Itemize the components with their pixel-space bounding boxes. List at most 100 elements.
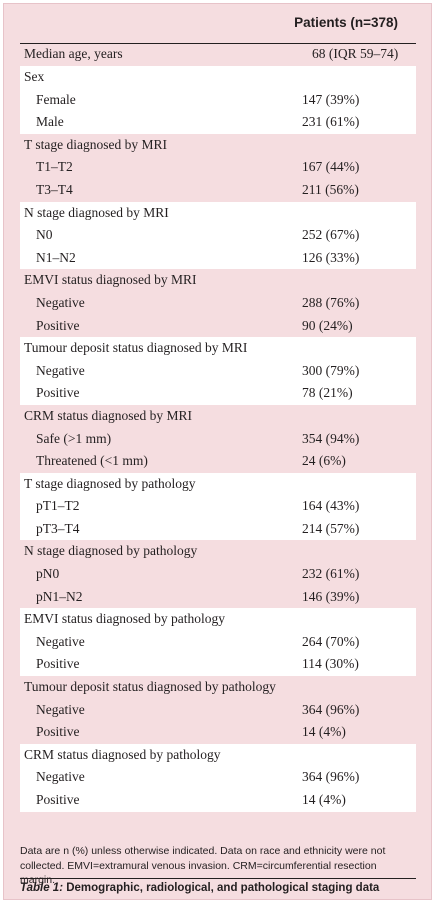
table-row: pT3–T4 214 (57%) (20, 518, 416, 541)
table-row: Positive 14 (4%) (20, 789, 416, 812)
table-row: T1–T2 167 (44%) (20, 156, 416, 179)
table-row: N stage diagnosed by pathology (20, 540, 416, 563)
table-row: Tumour deposit status diagnosed by MRI (20, 337, 416, 360)
row-label: Negative (36, 701, 85, 717)
caption-rule (20, 878, 416, 879)
table-row: T stage diagnosed by pathology (20, 473, 416, 496)
table-row: pN0 232 (61%) (20, 563, 416, 586)
table-row: CRM status diagnosed by pathology (20, 744, 416, 767)
row-label: N0 (36, 227, 53, 243)
row-label: N stage diagnosed by MRI (24, 204, 169, 220)
row-label: Threatened (<1 mm) (36, 453, 148, 469)
row-value: 78 (21%) (302, 385, 353, 401)
row-label: N1–N2 (36, 249, 76, 265)
row-value: 146 (39%) (302, 588, 360, 604)
table-row: Negative 288 (76%) (20, 292, 416, 315)
table-row: pT1–T2 164 (43%) (20, 495, 416, 518)
table-row: Negative 364 (96%) (20, 699, 416, 722)
row-label: T stage diagnosed by pathology (24, 475, 196, 491)
footnote-text: Data are n (%) unless otherwise indicate… (20, 845, 386, 886)
row-group: N stage diagnosed by MRI N0 252 (67%) N1–N2… (20, 201, 416, 270)
table-row: Negative 300 (79%) (20, 360, 416, 383)
row-value: 164 (43%) (302, 498, 360, 514)
table-row: Female 147 (39%) (20, 89, 416, 112)
table-row: T3–T4 211 (56%) (20, 179, 416, 202)
row-group: Tumour deposit status diagnosed by MRI Ne… (20, 337, 416, 405)
table-row: Negative 364 (96%) (20, 766, 416, 789)
row-label: Positive (36, 385, 80, 401)
table-row: Male 231 (61%) (20, 111, 416, 134)
row-value: 264 (70%) (302, 633, 360, 649)
table-row: N1–N2 126 (33%) (20, 247, 416, 270)
table-row: Safe (>1 mm) 354 (94%) (20, 428, 416, 451)
row-value: 114 (30%) (302, 656, 359, 672)
row-label: pN1–N2 (36, 588, 83, 604)
row-group: T stage diagnosed by MRI T1–T2 167 (44%) T3… (20, 133, 416, 202)
row-label: Positive (36, 724, 80, 740)
row-label: EMVI status diagnosed by MRI (24, 272, 197, 288)
row-group: N stage diagnosed by pathology pN0 232 (61… (20, 540, 416, 609)
row-label: CRM status diagnosed by pathology (24, 746, 221, 762)
table-row: T stage diagnosed by MRI (20, 134, 416, 157)
table-row: Tumour deposit status diagnosed by patho… (20, 676, 416, 699)
row-value: 14 (4%) (302, 792, 346, 807)
table-row: Positive 90 (24%) (20, 315, 416, 338)
row-value: 214 (57%) (302, 520, 360, 536)
row-label: Female (36, 91, 76, 107)
table-row: Negative 264 (70%) (20, 631, 416, 654)
row-value: 126 (33%) (302, 249, 360, 265)
table-row: Threatened (<1 mm) 24 (6%) (20, 450, 416, 473)
row-label: N stage diagnosed by pathology (24, 543, 198, 559)
table-row: Positive 114 (30%) (20, 653, 416, 676)
row-label: Negative (36, 294, 85, 310)
row-group: T stage diagnosed by pathology pT1–T2 164 … (20, 472, 416, 541)
row-value: 252 (67%) (302, 227, 360, 243)
row-label: Sex (24, 69, 45, 84)
row-value: 24 (6%) (302, 453, 346, 469)
row-value: 364 (96%) (302, 701, 360, 717)
caption-title: Demographic, radiological, and pathologi… (63, 882, 380, 894)
row-label: Negative (36, 362, 85, 378)
row-value: 14 (4%) (302, 724, 346, 740)
column-header-patients: Patients (n=378) (294, 15, 398, 30)
row-value: 288 (76%) (302, 294, 360, 310)
row-group: CRM status diagnosed by MRI Safe (>1 mm) 3… (20, 404, 416, 473)
row-value: 354 (94%) (302, 430, 360, 446)
row-group: CRM status diagnosed by pathology Negativ… (20, 743, 416, 812)
row-label: Male (36, 114, 64, 130)
row-label: pN0 (36, 566, 60, 582)
table-footnote: Data are n (%) unless otherwise indicate… (20, 844, 416, 888)
row-label: Negative (36, 633, 85, 649)
row-label: Positive (36, 792, 80, 807)
table-row: Positive 78 (21%) (20, 382, 416, 405)
row-label: T1–T2 (36, 159, 73, 175)
row-label: Positive (36, 656, 80, 672)
table-row: pN1–N2 146 (39%) (20, 586, 416, 609)
row-label: Positive (36, 317, 80, 333)
row-value: 90 (24%) (302, 317, 353, 333)
table-row: CRM status diagnosed by MRI (20, 405, 416, 428)
row-value: 232 (61%) (302, 566, 360, 582)
table-row: Median age, years 68 (IQR 59–74) (20, 44, 416, 66)
row-group: EMVI status diagnosed by pathology Negati… (20, 608, 416, 677)
row-value: 300 (79%) (302, 362, 360, 378)
row-label: Safe (>1 mm) (36, 430, 112, 446)
table-body: Median age, years 68 (IQR 59–74) Sex Female… (20, 44, 416, 812)
row-label: T stage diagnosed by MRI (24, 136, 167, 152)
row-label: CRM status diagnosed by MRI (24, 407, 193, 423)
row-label: Median age, years (24, 46, 123, 61)
table-frame: Patients (n=378) Median age, years 68 (IQ… (3, 3, 432, 900)
row-group: Tumour deposit status diagnosed by patho… (20, 676, 416, 744)
row-group: Median age, years 68 (IQR 59–74) (20, 44, 416, 66)
row-value: 231 (61%) (302, 114, 360, 130)
row-group: EMVI status diagnosed by MRI Negative 288 … (20, 269, 416, 338)
row-label: EMVI status diagnosed by pathology (24, 611, 225, 627)
row-value: 364 (96%) (302, 769, 360, 785)
row-group: Sex Female 147 (39%) Male 231 (61%) (20, 66, 416, 134)
table-row: Positive 14 (4%) (20, 721, 416, 744)
table-row: N0 252 (67%) (20, 224, 416, 247)
row-value: 68 (IQR 59–74) (312, 46, 399, 61)
row-value: 167 (44%) (302, 159, 360, 175)
row-label: T3–T4 (36, 181, 73, 197)
row-value: 211 (56%) (302, 181, 359, 197)
